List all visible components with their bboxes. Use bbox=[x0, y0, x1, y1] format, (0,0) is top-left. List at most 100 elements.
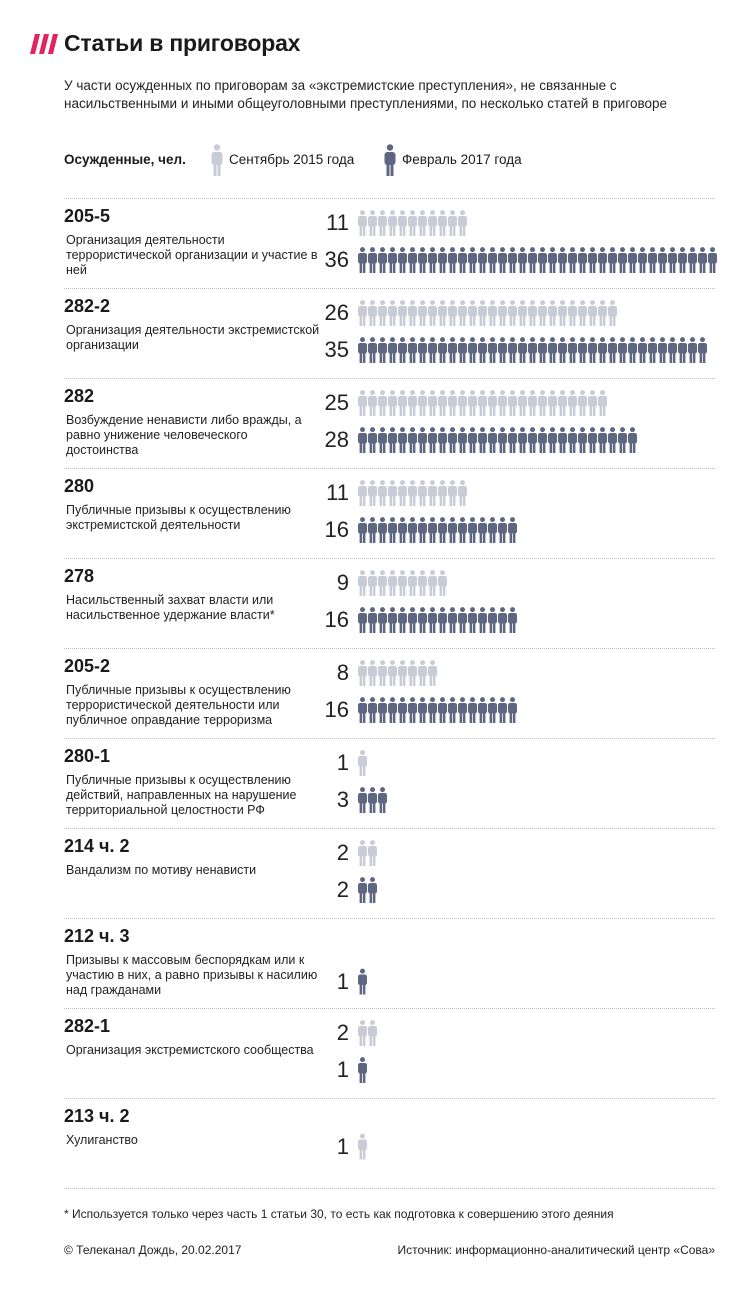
person-icon-2015 bbox=[428, 210, 437, 236]
person-icon-2017 bbox=[408, 697, 417, 723]
page-title: Статьи в приговорах bbox=[64, 30, 301, 56]
person-icon-2015 bbox=[538, 300, 547, 326]
person-icon-2015 bbox=[388, 660, 397, 686]
person-icon-2015 bbox=[488, 390, 497, 416]
person-icon-2017 bbox=[588, 337, 597, 363]
person-icon-2015 bbox=[458, 480, 467, 506]
person-icon-2015 bbox=[478, 300, 487, 326]
source: Источник: информационно-аналитический це… bbox=[397, 1243, 715, 1257]
person-icon-2017 bbox=[418, 337, 427, 363]
separator bbox=[64, 1188, 715, 1189]
person-icon-2015 bbox=[418, 570, 427, 596]
person-icon-2017 bbox=[358, 427, 367, 453]
person-icon-2017 bbox=[368, 697, 377, 723]
person-icon-2017 bbox=[618, 427, 627, 453]
person-icon-2015 bbox=[388, 390, 397, 416]
person-icon-light bbox=[211, 144, 223, 176]
person-icon-2015 bbox=[598, 300, 607, 326]
person-icon-2017 bbox=[688, 337, 697, 363]
person-icon-2015 bbox=[458, 300, 467, 326]
article-description: Хулиганство bbox=[66, 1133, 138, 1147]
person-icon-2017 bbox=[538, 427, 547, 453]
person-icon-2017 bbox=[668, 247, 677, 273]
value-2015: 25 bbox=[324, 390, 349, 415]
person-icon-2015 bbox=[438, 300, 447, 326]
person-icon-2017 bbox=[698, 337, 707, 363]
person-icon-2017 bbox=[368, 787, 377, 813]
person-icon-2017 bbox=[678, 247, 687, 273]
person-icon-2017 bbox=[408, 247, 417, 273]
person-icon-2017 bbox=[358, 968, 367, 995]
person-icon-2015 bbox=[428, 570, 437, 596]
person-icon-2017 bbox=[398, 337, 407, 363]
person-icon-2015 bbox=[588, 390, 597, 416]
person-icon-2017 bbox=[468, 517, 477, 543]
person-icon-2015 bbox=[408, 570, 417, 596]
person-icon-2017 bbox=[448, 517, 457, 543]
person-icon-2015 bbox=[448, 480, 457, 506]
person-icon-2015 bbox=[358, 750, 367, 776]
person-icon-2015 bbox=[418, 480, 427, 506]
person-icon-2017 bbox=[378, 787, 387, 813]
article-description: Призывы к массовым беспорядкам или к уча… bbox=[66, 953, 318, 997]
person-icon-2017 bbox=[388, 337, 397, 363]
person-icon-2015 bbox=[428, 300, 437, 326]
article-description: Организация экстремистского сообщества bbox=[66, 1043, 314, 1057]
person-icon-2017 bbox=[358, 247, 367, 273]
person-icon-2017 bbox=[548, 427, 557, 453]
row-separator bbox=[64, 198, 715, 199]
person-icon-2015 bbox=[458, 210, 467, 236]
person-icon-2017 bbox=[378, 607, 387, 633]
person-icon-2017 bbox=[578, 247, 587, 273]
person-icon-2017 bbox=[368, 607, 377, 633]
person-icon-2017 bbox=[618, 337, 627, 363]
value-2017: 35 bbox=[324, 337, 349, 362]
person-icon-2017 bbox=[658, 247, 667, 273]
value-2017: 1 bbox=[336, 968, 349, 994]
value-2017: 3 bbox=[336, 787, 349, 812]
value-2015: 2 bbox=[336, 1020, 349, 1045]
brand-logo-icon bbox=[30, 34, 58, 54]
person-icon-2017 bbox=[588, 247, 597, 273]
person-icon-2015 bbox=[398, 570, 407, 596]
person-icon-2017 bbox=[488, 427, 497, 453]
article-code: 205-5 bbox=[64, 206, 111, 226]
article-code: 212 ч. 3 bbox=[64, 926, 130, 946]
person-icon-2017 bbox=[418, 247, 427, 273]
person-icon-2015 bbox=[578, 300, 587, 326]
person-icon-2017 bbox=[468, 337, 477, 363]
person-icon-2017 bbox=[648, 247, 657, 273]
person-icon-2017 bbox=[408, 427, 417, 453]
person-icon-2017 bbox=[628, 247, 637, 273]
person-icon-2017 bbox=[358, 877, 367, 903]
person-icon-2017 bbox=[398, 427, 407, 453]
person-icon-2015 bbox=[508, 300, 517, 326]
person-icon-2017 bbox=[488, 247, 497, 273]
person-icon-2015 bbox=[408, 300, 417, 326]
row-separator bbox=[64, 558, 715, 559]
person-icon-dark bbox=[384, 144, 396, 176]
person-icon-2015 bbox=[398, 480, 407, 506]
person-icon-2017 bbox=[508, 697, 517, 723]
person-icon-2015 bbox=[468, 390, 477, 416]
person-icon-2017 bbox=[408, 517, 417, 543]
row-separator bbox=[64, 648, 715, 649]
person-icon-2017 bbox=[448, 607, 457, 633]
person-icon-2017 bbox=[498, 517, 507, 543]
value-2015: 26 bbox=[324, 300, 349, 325]
person-icon-2017 bbox=[458, 697, 467, 723]
value-2015: 2 bbox=[336, 840, 349, 865]
person-icon-2017 bbox=[458, 607, 467, 633]
person-icon-2017 bbox=[368, 337, 377, 363]
person-icon-2015 bbox=[438, 480, 447, 506]
person-icon-2015 bbox=[388, 300, 397, 326]
person-icon-2015 bbox=[388, 210, 397, 236]
article-code: 280-1 bbox=[64, 746, 111, 766]
value-2015: 8 bbox=[336, 660, 349, 685]
person-icon-2015 bbox=[608, 300, 617, 326]
person-icon-2015 bbox=[358, 480, 367, 506]
person-icon-2017 bbox=[478, 247, 487, 273]
person-icon-2017 bbox=[468, 427, 477, 453]
person-icon-2015 bbox=[408, 210, 417, 236]
